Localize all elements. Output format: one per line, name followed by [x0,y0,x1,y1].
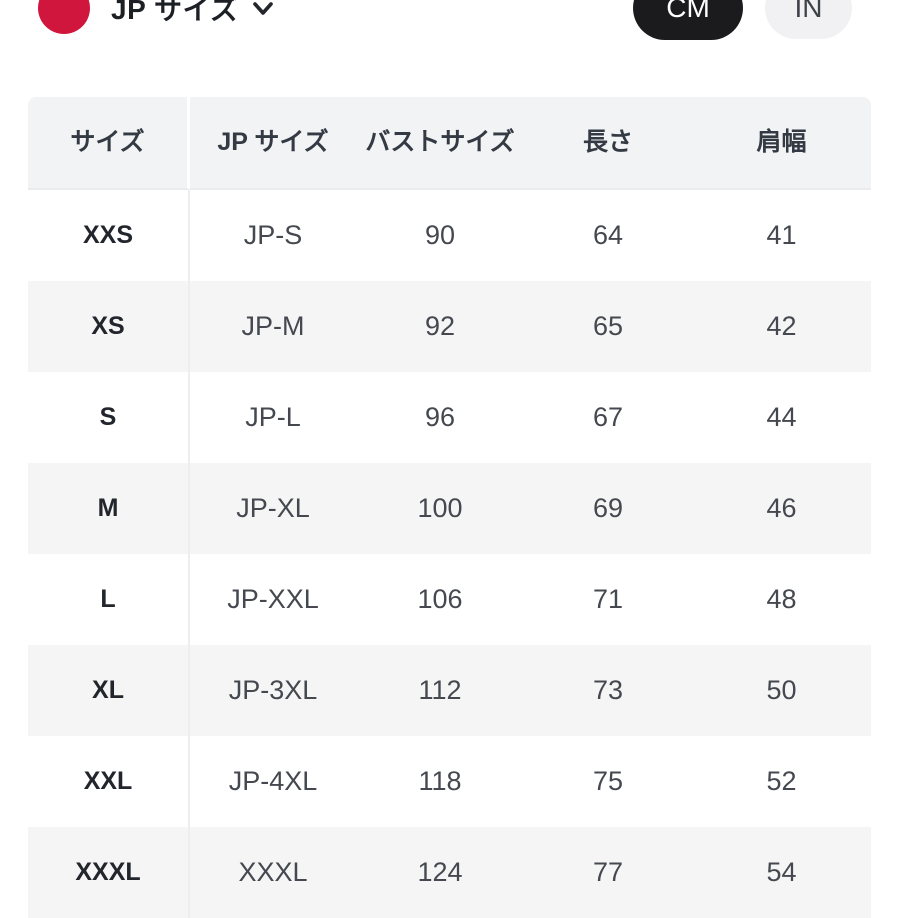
value-cell: 106 [356,554,524,645]
table-row: XXS JP-S 90 64 41 [28,190,871,281]
value-cell: 65 [524,281,692,372]
header-shoulder-width: 肩幅 [692,97,871,190]
size-table-header: サイズ JP サイズ バストサイズ 長さ 肩幅 [28,97,871,190]
value-cell: 75 [524,736,692,827]
table-row: S JP-L 96 67 44 [28,372,871,463]
size-cell: XL [28,645,190,736]
value-cell: 64 [524,190,692,281]
value-cell: JP-L [190,372,356,463]
size-cell: M [28,463,190,554]
value-cell: 46 [692,463,871,554]
value-cell: XXXL [190,827,356,918]
value-cell: 69 [524,463,692,554]
region-label: JP サイズ [111,0,239,25]
value-cell: JP-4XL [190,736,356,827]
table-row: M JP-XL 100 69 46 [28,463,871,554]
table-row: L JP-XXL 106 71 48 [28,554,871,645]
table-row: XXXL XXXL 124 77 54 [28,827,871,918]
value-cell: 90 [356,190,524,281]
value-cell: 42 [692,281,871,372]
header-length: 長さ [524,97,692,190]
header-bust-size: バストサイズ [356,97,524,190]
value-cell: 124 [356,827,524,918]
size-cell: XXS [28,190,190,281]
value-cell: 118 [356,736,524,827]
japan-flag-icon [38,0,90,34]
table-row: XXL JP-4XL 118 75 52 [28,736,871,827]
value-cell: 77 [524,827,692,918]
value-cell: 67 [524,372,692,463]
size-table-body: XXS JP-S 90 64 41 XS JP-M 92 65 42 S JP-L 96 67 44 M JP-… [28,190,871,918]
value-cell: JP-XXL [190,554,356,645]
value-cell: 71 [524,554,692,645]
value-cell: 92 [356,281,524,372]
value-cell: 73 [524,645,692,736]
value-cell: 112 [356,645,524,736]
value-cell: JP-S [190,190,356,281]
value-cell: 100 [356,463,524,554]
table-row: XS JP-M 92 65 42 [28,281,871,372]
table-row: XL JP-3XL 112 73 50 [28,645,871,736]
value-cell: 50 [692,645,871,736]
size-cell: XXL [28,736,190,827]
size-chart-table: サイズ JP サイズ バストサイズ 長さ 肩幅 XXS JP-S 90 64 41 XS J… [28,97,871,918]
header-jp-size: JP サイズ [190,97,356,190]
size-cell: XS [28,281,190,372]
jp-size-selector[interactable]: JP サイズ [38,0,277,40]
unit-in-button[interactable]: IN [765,0,852,39]
header-row: サイズ JP サイズ バストサイズ 長さ 肩幅 [28,97,871,190]
value-cell: 52 [692,736,871,827]
size-cell: S [28,372,190,463]
value-cell: 48 [692,554,871,645]
value-cell: JP-XL [190,463,356,554]
value-cell: JP-M [190,281,356,372]
value-cell: 96 [356,372,524,463]
size-cell: L [28,554,190,645]
value-cell: 41 [692,190,871,281]
value-cell: 44 [692,372,871,463]
size-cell: XXXL [28,827,190,918]
value-cell: 54 [692,827,871,918]
unit-toggle: CM IN [633,0,852,40]
header-size: サイズ [28,97,190,190]
unit-cm-button[interactable]: CM [633,0,743,40]
chevron-down-icon [249,0,277,22]
value-cell: JP-3XL [190,645,356,736]
